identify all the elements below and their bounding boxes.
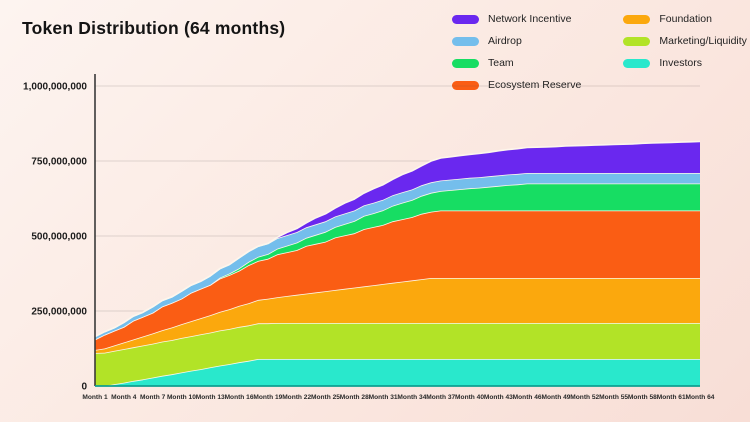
legend-column-2: Foundation Marketing/Liquidity Investors	[623, 13, 747, 91]
area-network-incentive[interactable]	[95, 141, 700, 337]
legend-item-network-incentive[interactable]: Network Incentive	[452, 13, 581, 25]
x-tick-label: Month 16	[225, 394, 254, 401]
x-tick-label: Month 22	[282, 394, 311, 401]
x-tick-label: Month 19	[253, 394, 282, 401]
legend-swatch-icon	[452, 80, 479, 90]
x-tick-label: Month 37	[426, 394, 455, 401]
y-tick-label: 1,000,000,000	[23, 82, 87, 93]
area-team[interactable]	[95, 183, 700, 340]
x-tick-label: Month 31	[369, 394, 398, 401]
x-tick-label: Month 13	[196, 394, 225, 401]
area-foundation[interactable]	[95, 278, 700, 353]
x-tick-label: Month 4	[111, 394, 137, 401]
legend-item-team[interactable]: Team	[452, 57, 581, 69]
legend-item-airdrop[interactable]: Airdrop	[452, 35, 581, 47]
area-ecosystem-reserve[interactable]	[95, 210, 700, 351]
chart-legend: Network Incentive Airdrop Team Ecosystem Re…	[452, 13, 747, 91]
y-tick-label: 250,000,000	[31, 307, 87, 318]
legend-swatch-icon	[623, 14, 651, 24]
legend-label: Network Incentive	[488, 13, 572, 25]
legend-swatch-icon	[623, 58, 651, 68]
legend-swatch-icon	[452, 14, 479, 24]
legend-item-foundation[interactable]: Foundation	[623, 13, 747, 25]
legend-label: Team	[488, 57, 514, 69]
x-tick-label: Month 64	[686, 394, 715, 401]
x-tick-label: Month 58	[628, 394, 657, 401]
legend-item-ecosystem-reserve[interactable]: Ecosystem Reserve	[452, 79, 581, 91]
legend-label: Ecosystem Reserve	[488, 79, 582, 91]
y-tick-label: 750,000,000	[31, 157, 87, 168]
x-tick-label: Month 40	[455, 394, 484, 401]
x-tick-label: Month 10	[167, 394, 196, 401]
legend-item-marketing-liquidity[interactable]: Marketing/Liquidity	[623, 35, 747, 47]
legend-swatch-icon	[623, 36, 651, 46]
page-title: Token Distribution (64 months)	[22, 18, 286, 38]
x-tick-label: Month 34	[397, 394, 426, 401]
legend-swatch-icon	[452, 36, 479, 46]
legend-swatch-icon	[452, 58, 479, 68]
x-tick-label: Month 25	[311, 394, 340, 401]
x-tick-label: Month 28	[340, 394, 369, 401]
area-edge-network-incentive	[94, 140, 701, 338]
x-tick-label: Month 7	[140, 394, 166, 401]
legend-label: Foundation	[659, 13, 712, 25]
legend-item-investors[interactable]: Investors	[623, 57, 747, 69]
area-investors[interactable]	[95, 359, 700, 386]
x-tick-label: Month 52	[570, 394, 599, 401]
legend-label: Investors	[659, 57, 702, 69]
x-tick-label: Month 1	[82, 394, 108, 401]
legend-label: Airdrop	[488, 35, 522, 47]
x-tick-label: Month 55	[599, 394, 628, 401]
x-tick-label: Month 61	[657, 394, 686, 401]
y-tick-label: 500,000,000	[31, 232, 87, 243]
x-tick-label: Month 46	[513, 394, 542, 401]
legend-label: Marketing/Liquidity	[659, 35, 747, 47]
x-tick-label: Month 49	[541, 394, 570, 401]
x-tick-label: Month 43	[484, 394, 513, 401]
area-marketing-liquidity[interactable]	[95, 323, 700, 386]
legend-column-1: Network Incentive Airdrop Team Ecosystem Re…	[452, 13, 581, 91]
y-tick-label: 0	[81, 382, 87, 393]
